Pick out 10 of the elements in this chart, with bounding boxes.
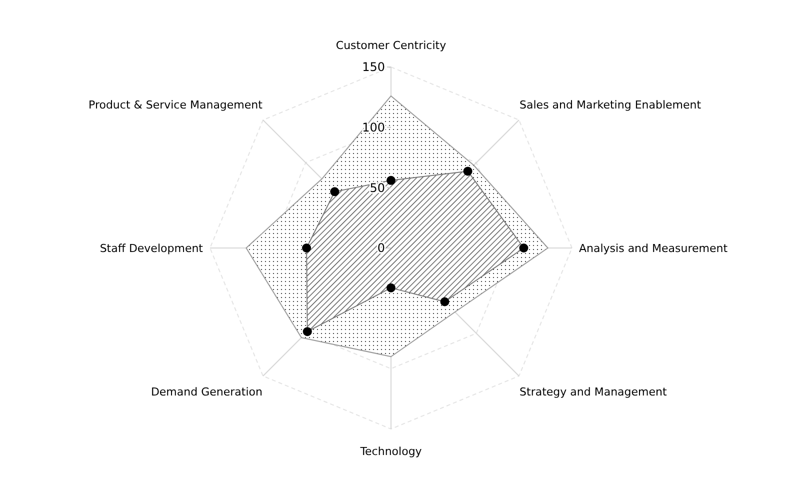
spoke-label: Customer Centricity — [336, 38, 447, 52]
spoke-label: Product & Service Management — [88, 98, 264, 112]
y-tick-label: 100 — [362, 120, 385, 135]
spoke-label: Staff Development — [100, 242, 204, 255]
spoke-label: Sales and Marketing Enablement — [520, 98, 702, 112]
y-tick-label: 150 — [362, 60, 385, 74]
spoke-label: Technology — [359, 444, 422, 458]
spoke-label: Strategy and Management — [520, 385, 668, 398]
spoke-label: Analysis and Measurement — [579, 242, 728, 255]
spoke-label: Demand Generation — [150, 385, 262, 398]
